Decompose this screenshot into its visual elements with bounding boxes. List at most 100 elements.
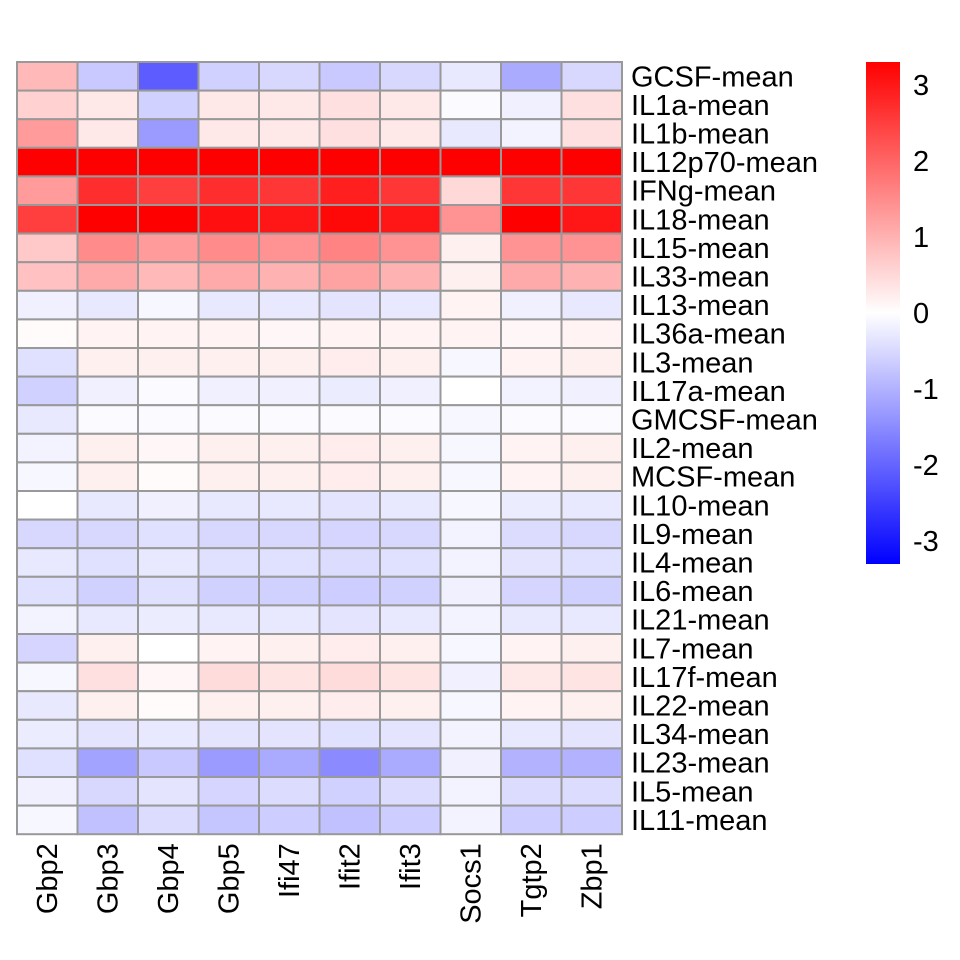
heatmap-cell: [439, 575, 502, 607]
heatmap-cell: [137, 61, 200, 92]
heatmap-cell: [500, 404, 563, 435]
heatmap-cell: [379, 204, 442, 235]
heatmap-cell: [16, 518, 79, 550]
color-legend-ticks: 3 2 1 0 -1 -2 -3: [913, 70, 939, 558]
heatmap-cell: [379, 146, 442, 178]
heatmap-cell: [258, 432, 321, 464]
heatmap-cell: [500, 432, 563, 464]
row-label: IL17f-mean: [631, 662, 778, 694]
heatmap-cell: [500, 118, 563, 149]
heatmap-cell: [560, 146, 623, 178]
row-label: IFNg-mean: [631, 176, 776, 208]
heatmap-cell: [439, 146, 502, 178]
heatmap-cell: [379, 61, 442, 92]
heatmap-cell: [197, 547, 260, 578]
heatmap-cell: [16, 375, 79, 407]
heatmap-cell: [318, 61, 381, 92]
heatmap-cell: [560, 289, 623, 321]
heatmap-cell: [16, 804, 79, 836]
heatmap-cell: [379, 747, 442, 779]
heatmap-cell: [318, 461, 381, 492]
heatmap-cell: [379, 490, 442, 521]
heatmap-cell: [379, 804, 442, 836]
row-label: IL6-mean: [631, 576, 754, 608]
heatmap-cell: [379, 633, 442, 664]
heatmap-cell: [439, 232, 502, 264]
heatmap-cell: [560, 747, 623, 779]
heatmap-cell: [560, 175, 623, 206]
heatmap-cell: [379, 175, 442, 206]
heatmap-cell: [439, 347, 502, 378]
heatmap-cell: [76, 375, 139, 407]
heatmap-cell: [137, 232, 200, 264]
heatmap-cell: [560, 718, 623, 750]
heatmap-cell: [76, 633, 139, 664]
heatmap-cell: [439, 204, 502, 235]
heatmap-cell: [318, 89, 381, 121]
heatmap-cell: [16, 261, 79, 292]
heatmap-cell: [439, 776, 502, 807]
row-label: IL11-mean: [631, 805, 768, 837]
heatmap-cell: [137, 804, 200, 836]
heatmap-cell: [137, 261, 200, 292]
heatmap-cell: [318, 804, 381, 836]
heatmap-cell: [318, 232, 381, 264]
heatmap-cell: [258, 347, 321, 378]
heatmap-cell: [439, 404, 502, 435]
heatmap-cell: [197, 575, 260, 607]
heatmap-cell: [439, 89, 502, 121]
row-label: IL1b-mean: [631, 119, 770, 151]
heatmap-cell: [379, 690, 442, 721]
heatmap-cell: [16, 289, 79, 321]
heatmap-cell: [76, 518, 139, 550]
heatmap-cell: [560, 633, 623, 664]
heatmap-cell: [258, 604, 321, 636]
heatmap-cell: [76, 318, 139, 349]
heatmap-cell: [379, 547, 442, 578]
heatmap-cell: [197, 89, 260, 121]
heatmap-cell: [258, 146, 321, 178]
heatmap-cell: [76, 146, 139, 178]
heatmap-cell: [76, 289, 139, 321]
heatmap-cell: [258, 318, 321, 349]
heatmap-cell: [500, 318, 563, 349]
heatmap-cell: [16, 604, 79, 636]
heatmap-cell: [137, 690, 200, 721]
row-label: IL36a-mean: [631, 319, 786, 351]
heatmap-cell: [76, 575, 139, 607]
heatmap-cell: [318, 204, 381, 235]
color-legend: 3 2 1 0 -1 -2 -3: [866, 62, 939, 564]
heatmap-cell: [76, 804, 139, 836]
heatmap-cell: [560, 118, 623, 149]
row-label: IL9-mean: [631, 519, 754, 551]
heatmap-cell: [258, 575, 321, 607]
color-legend-tick-label: -3: [913, 526, 939, 558]
heatmap-cell: [258, 490, 321, 521]
heatmap-cell: [258, 776, 321, 807]
heatmap-cell: [500, 289, 563, 321]
heatmap-cell: [137, 718, 200, 750]
heatmap-cell: [560, 461, 623, 492]
heatmap-cell: [197, 232, 260, 264]
heatmap-cell: [439, 118, 502, 149]
heatmap-cell: [560, 232, 623, 264]
heatmap-cell: [560, 690, 623, 721]
heatmap-cell: [379, 404, 442, 435]
heatmap-cell: [439, 690, 502, 721]
row-label: IL13-mean: [631, 290, 770, 322]
heatmap-cell: [560, 204, 623, 235]
column-label: Gbp4: [153, 843, 185, 914]
heatmap-cell: [318, 633, 381, 664]
heatmap-cell: [137, 347, 200, 378]
row-label: GMCSF-mean: [631, 405, 818, 437]
heatmap-cell: [318, 347, 381, 378]
heatmap-cell: [16, 747, 79, 779]
heatmap-cell: [76, 661, 139, 693]
heatmap-cell: [560, 404, 623, 435]
heatmap-cell: [197, 633, 260, 664]
heatmap-cell: [439, 547, 502, 578]
heatmap-cell: [500, 261, 563, 292]
heatmap-cell: [379, 776, 442, 807]
heatmap-cell: [318, 718, 381, 750]
column-label: Gbp3: [93, 843, 125, 914]
